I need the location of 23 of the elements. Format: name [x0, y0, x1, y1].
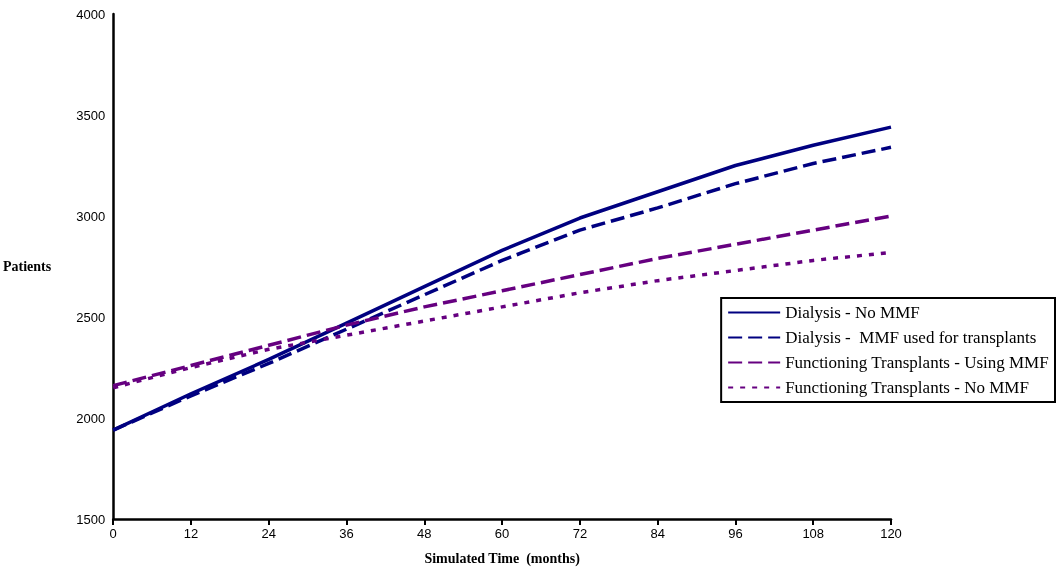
x-tick-label: 12 [183, 526, 199, 541]
legend-label: Functioning Transplants - No MMF [785, 378, 1029, 397]
x-tick-label: 96 [728, 526, 743, 541]
x-tick-label: 60 [494, 526, 510, 541]
legend-label: Dialysis - No MMF [785, 303, 920, 322]
legend-label: Dialysis - MMF used for transplants [785, 328, 1037, 347]
x-tick-label: 0 [109, 526, 117, 541]
x-tick-label: 48 [417, 526, 432, 541]
x-tick-label: 36 [339, 526, 354, 541]
x-tick-label: 24 [261, 526, 277, 541]
y-axis-title: Patients [3, 259, 52, 274]
y-tick-label: 3500 [76, 107, 106, 123]
y-tick-label: 3000 [76, 208, 106, 224]
legend-label: Functioning Transplants - Using MMF [785, 353, 1049, 372]
x-tick-label: 84 [650, 526, 665, 541]
y-tick-label: 4000 [76, 6, 106, 22]
x-tick-label: 120 [880, 526, 902, 541]
y-tick-label: 1500 [76, 511, 106, 527]
y-tick-label: 2000 [76, 410, 106, 426]
y-tick-label: 2500 [76, 309, 106, 325]
x-tick-label: 108 [802, 526, 825, 541]
x-axis-title: Simulated Time (months) [424, 550, 581, 567]
x-tick-label: 72 [572, 526, 588, 541]
